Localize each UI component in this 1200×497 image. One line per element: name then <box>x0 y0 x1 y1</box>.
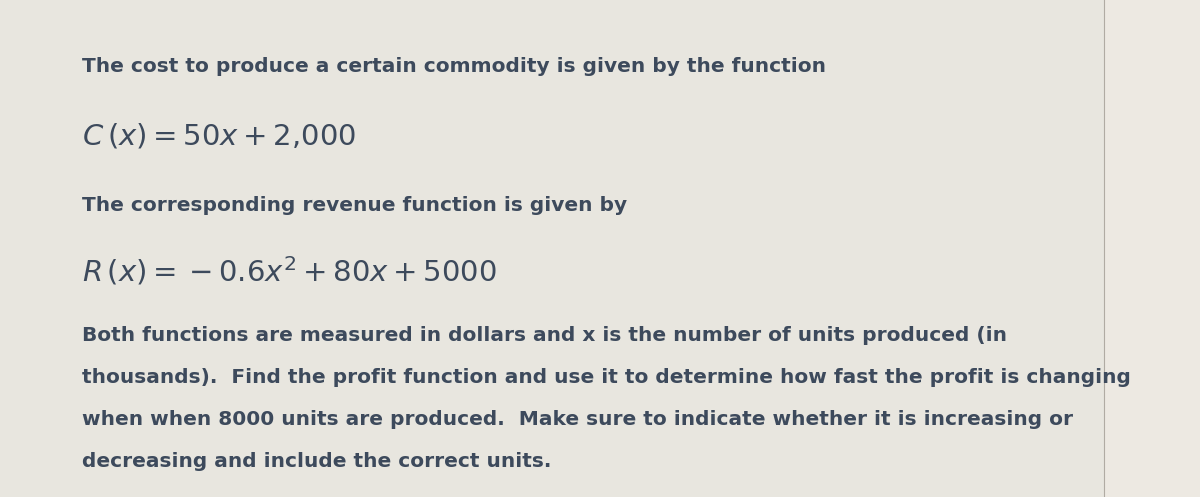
Text: $C\,(x) = 50x + 2{,}000$: $C\,(x) = 50x + 2{,}000$ <box>82 122 355 151</box>
Text: The corresponding revenue function is given by: The corresponding revenue function is gi… <box>82 196 626 215</box>
Bar <box>1104 0 1200 497</box>
Text: thousands).  Find the profit function and use it to determine how fast the profi: thousands). Find the profit function and… <box>82 368 1130 387</box>
Text: Both functions are measured in dollars and x is the number of units produced (in: Both functions are measured in dollars a… <box>82 326 1007 344</box>
Text: decreasing and include the correct units.: decreasing and include the correct units… <box>82 452 551 471</box>
Text: when when 8000 units are produced.  Make sure to indicate whether it is increasi: when when 8000 units are produced. Make … <box>82 410 1073 429</box>
Text: $R\,(x) = -0.6x^2 + 80x + 5000$: $R\,(x) = -0.6x^2 + 80x + 5000$ <box>82 254 497 287</box>
Text: The cost to produce a certain commodity is given by the function: The cost to produce a certain commodity … <box>82 57 826 76</box>
